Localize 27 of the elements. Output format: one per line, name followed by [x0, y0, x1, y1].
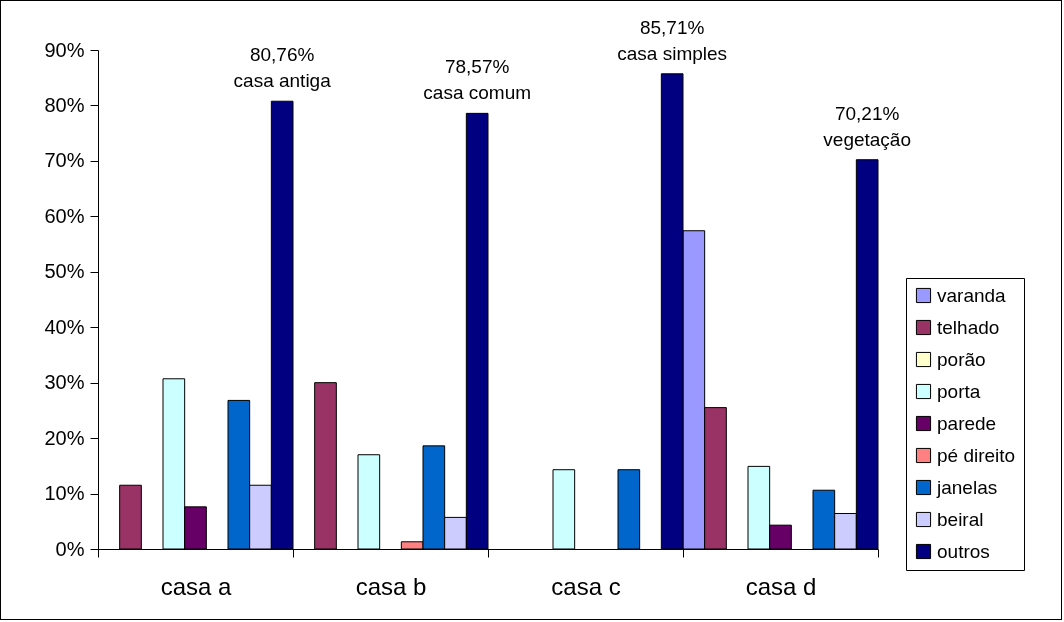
y-tick-label: 70% [44, 149, 85, 172]
y-tick-label: 50% [44, 260, 85, 283]
legend-label: pé direito [937, 444, 1016, 466]
legend-label: parede [937, 412, 997, 434]
legend-label: janelas [936, 476, 998, 498]
y-tick-label: 80% [44, 93, 85, 116]
y-tick-label: 20% [44, 426, 85, 449]
legend-label: outros [937, 540, 990, 562]
legend-label: porta [937, 380, 981, 402]
x-tick-label: casa d [745, 572, 817, 600]
y-tick-label: 90% [44, 38, 85, 61]
data-label: 80,76% casa antiga [233, 44, 332, 92]
y-tick-label: 10% [44, 482, 85, 505]
data-label: 70,21% vegetação [823, 102, 912, 150]
legend-label: telhado [937, 316, 1000, 338]
data-label: 85,71% casa simples [617, 16, 728, 64]
x-tick-label: casa b [355, 572, 427, 600]
legend-label: varanda [937, 284, 1007, 306]
x-tick-label: casa c [551, 572, 621, 600]
y-tick-label: 40% [44, 315, 85, 338]
y-tick-label: 30% [44, 371, 85, 394]
legend-label: porão [937, 348, 986, 370]
legend-label: beiral [937, 508, 984, 530]
y-tick-label: 0% [55, 537, 85, 560]
x-tick-label: casa a [160, 572, 232, 600]
data-label: 78,57% casa comum [423, 56, 532, 104]
y-tick-label: 60% [44, 204, 85, 227]
